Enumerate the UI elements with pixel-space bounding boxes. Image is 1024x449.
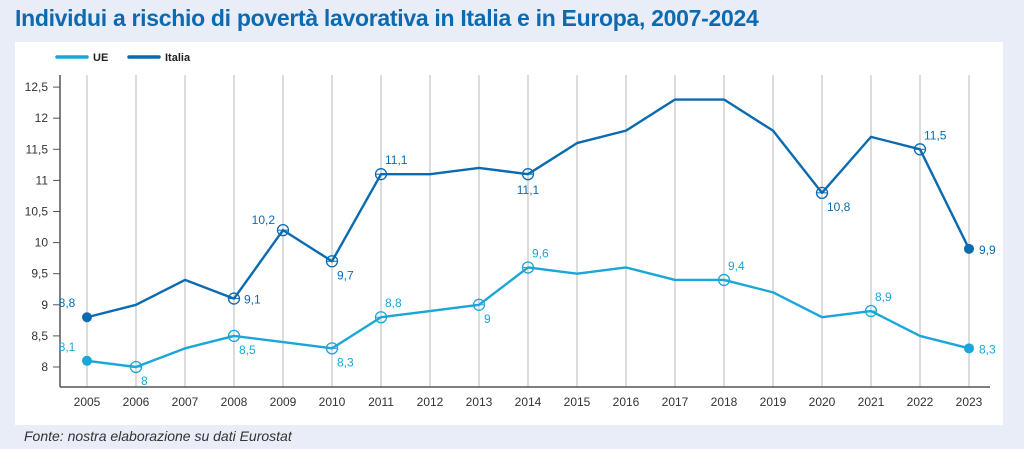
- data-label-italia-2009: 10,2: [252, 213, 276, 227]
- data-label-ue-2013: 9: [484, 312, 491, 326]
- data-label-ue-2008: 8,5: [239, 343, 256, 357]
- y-tick-label: 11: [36, 173, 49, 187]
- data-point-ue-2005: [82, 355, 92, 366]
- data-label-ue-2005: 8,1: [59, 340, 76, 354]
- y-tick-label: 10: [35, 236, 49, 250]
- data-point-ue-2023: [964, 343, 974, 354]
- data-label-italia-2005: 8,8: [59, 296, 76, 310]
- x-tick-label: 2022: [907, 395, 934, 409]
- y-tick-label: 9: [41, 298, 48, 312]
- data-label-italia-2020: 10,8: [827, 200, 851, 214]
- y-tick-label: 8: [41, 360, 48, 374]
- y-tick-label: 11,5: [26, 142, 49, 156]
- chart-source-note: Fonte: nostra elaborazione su dati Euros…: [24, 428, 292, 444]
- x-tick-label: 2012: [417, 395, 444, 409]
- data-label-italia-2008: 9,1: [244, 293, 261, 307]
- data-label-ue-2021: 8,9: [875, 290, 892, 304]
- x-tick-label: 2014: [515, 395, 542, 409]
- x-tick-label: 2011: [368, 395, 394, 409]
- y-tick-label: 12: [35, 111, 49, 125]
- x-tick-label: 2010: [319, 395, 346, 409]
- x-tick-label: 2023: [956, 395, 983, 409]
- x-tick-label: 2015: [564, 395, 591, 409]
- x-tick-label: 2017: [662, 395, 689, 409]
- x-tick-label: 2016: [613, 395, 640, 409]
- x-tick-label: 2021: [858, 395, 885, 409]
- data-label-italia-2023: 9,9: [979, 243, 996, 257]
- data-label-italia-2010: 9,7: [337, 268, 354, 282]
- x-tick-label: 2018: [711, 395, 738, 409]
- x-tick-label: 2006: [123, 395, 150, 409]
- x-tick-label: 2020: [809, 395, 836, 409]
- x-tick-label: 2019: [760, 395, 787, 409]
- legend-label-italia: Italia: [165, 52, 191, 64]
- data-label-italia-2022: 11,5: [924, 128, 947, 142]
- chart-title: Individui a rischio di povertà lavorativ…: [15, 5, 759, 31]
- data-label-ue-2023: 8,3: [979, 342, 996, 356]
- data-label-ue-2014: 9,6: [532, 246, 549, 260]
- y-tick-label: 10,5: [25, 205, 49, 219]
- data-label-italia-2014: 11,1: [517, 183, 540, 197]
- x-tick-label: 2005: [74, 395, 101, 409]
- x-tick-label: 2009: [270, 395, 297, 409]
- data-label-italia-2011: 11,1: [385, 153, 408, 167]
- data-point-italia-2005: [82, 312, 92, 323]
- data-label-ue-2010: 8,3: [337, 355, 354, 369]
- y-tick-label: 12,5: [25, 80, 49, 94]
- x-tick-label: 2008: [221, 395, 248, 409]
- data-point-italia-2023: [964, 243, 974, 254]
- y-tick-label: 8,5: [31, 329, 48, 343]
- x-tick-label: 2007: [172, 395, 199, 409]
- data-label-ue-2018: 9,4: [728, 259, 745, 273]
- data-label-ue-2006: 8: [141, 374, 148, 388]
- chart-panel: [15, 42, 1003, 425]
- data-label-ue-2011: 8,8: [385, 296, 402, 310]
- y-tick-label: 9,5: [31, 267, 48, 281]
- legend-label-ue: UE: [93, 52, 108, 64]
- x-tick-label: 2013: [466, 395, 493, 409]
